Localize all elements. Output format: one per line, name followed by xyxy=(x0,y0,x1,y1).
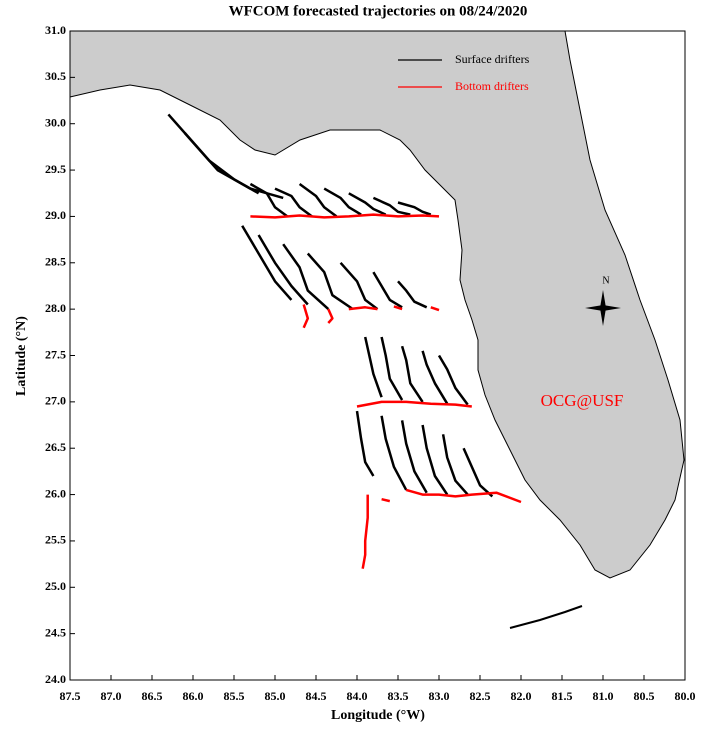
x-tick-label: 85.5 xyxy=(224,689,245,703)
y-tick-label: 28.0 xyxy=(45,301,66,315)
trajectory xyxy=(363,336,383,398)
trajectory xyxy=(302,304,310,329)
x-tick-label: 86.5 xyxy=(142,689,163,703)
trajectory xyxy=(323,187,362,216)
x-tick-label: 86.0 xyxy=(183,689,204,703)
trajectory xyxy=(372,271,403,309)
trajectory xyxy=(380,415,408,491)
x-tick-label: 81.0 xyxy=(593,689,614,703)
trajectory xyxy=(274,187,313,218)
trajectory xyxy=(348,306,378,311)
trajectory xyxy=(437,354,469,406)
y-tick-label: 31.0 xyxy=(45,23,66,37)
legend-label: Surface drifters xyxy=(455,52,530,66)
y-tick-label: 29.5 xyxy=(45,162,66,176)
chart-title: WFCOM forecasted trajectories on 08/24/2… xyxy=(229,3,528,19)
trajectory xyxy=(430,306,440,312)
trajectory xyxy=(257,234,309,306)
y-tick-label: 24.0 xyxy=(45,672,66,686)
y-tick-label: 27.0 xyxy=(45,394,66,408)
x-tick-label: 80.0 xyxy=(675,689,696,703)
trajectory xyxy=(249,182,289,218)
y-tick-label: 30.5 xyxy=(45,69,66,83)
legend-label: Bottom drifters xyxy=(455,79,529,93)
x-axis-label: Longitude (°W) xyxy=(331,708,425,723)
trajectory xyxy=(421,350,449,405)
trajectory xyxy=(381,497,391,503)
trajectory xyxy=(355,410,375,477)
trajectory xyxy=(397,280,428,309)
north-arrow: N xyxy=(585,275,621,326)
y-tick-label: 26.5 xyxy=(45,440,66,454)
arrow-ew xyxy=(585,305,621,311)
keys xyxy=(509,605,583,629)
y-tick-label: 30.0 xyxy=(45,115,66,129)
x-tick-label: 84.5 xyxy=(306,689,327,703)
x-tick-label: 87.5 xyxy=(60,689,81,703)
x-tick-label: 83.5 xyxy=(388,689,409,703)
trajectory xyxy=(372,196,411,216)
x-tick-label: 85.0 xyxy=(265,689,286,703)
land xyxy=(69,30,685,579)
x-tick-label: 82.0 xyxy=(511,689,532,703)
x-tick-label: 81.5 xyxy=(552,689,573,703)
x-tick-label: 83.0 xyxy=(429,689,450,703)
x-tick-label: 87.0 xyxy=(101,689,122,703)
trajectory xyxy=(400,420,428,494)
trajectory xyxy=(421,424,449,496)
trajectory xyxy=(298,182,338,218)
trajectory xyxy=(361,494,369,569)
trajectory xyxy=(327,308,334,324)
north-label: N xyxy=(602,275,609,286)
trajectory xyxy=(282,243,330,311)
y-axis-label: Latitude (°N) xyxy=(14,316,29,396)
y-tick-label: 28.5 xyxy=(45,255,66,269)
y-tick-label: 25.5 xyxy=(45,533,66,547)
trajectory xyxy=(348,192,387,216)
trajectory xyxy=(183,132,260,195)
y-tick-label: 29.0 xyxy=(45,208,66,222)
trajectory xyxy=(241,225,293,301)
trajectory xyxy=(397,201,432,216)
y-tick-label: 26.0 xyxy=(45,486,66,500)
x-tick-label: 84.0 xyxy=(347,689,368,703)
y-tick-label: 25.0 xyxy=(45,579,66,593)
trajectory xyxy=(306,252,354,311)
annotation: OCG@USF xyxy=(541,391,624,410)
x-tick-label: 82.5 xyxy=(470,689,491,703)
y-tick-label: 27.5 xyxy=(45,347,66,361)
trajectory xyxy=(405,488,522,504)
trajectory xyxy=(462,447,494,498)
trajectory xyxy=(400,345,424,403)
trajectory xyxy=(250,213,440,219)
y-tick-label: 24.5 xyxy=(45,625,66,639)
trajectory xyxy=(339,261,379,311)
trajectory xyxy=(380,336,404,401)
trajectory xyxy=(441,434,469,496)
trajectory xyxy=(356,400,472,408)
x-tick-label: 80.5 xyxy=(634,689,655,703)
trajectory xyxy=(393,305,403,311)
